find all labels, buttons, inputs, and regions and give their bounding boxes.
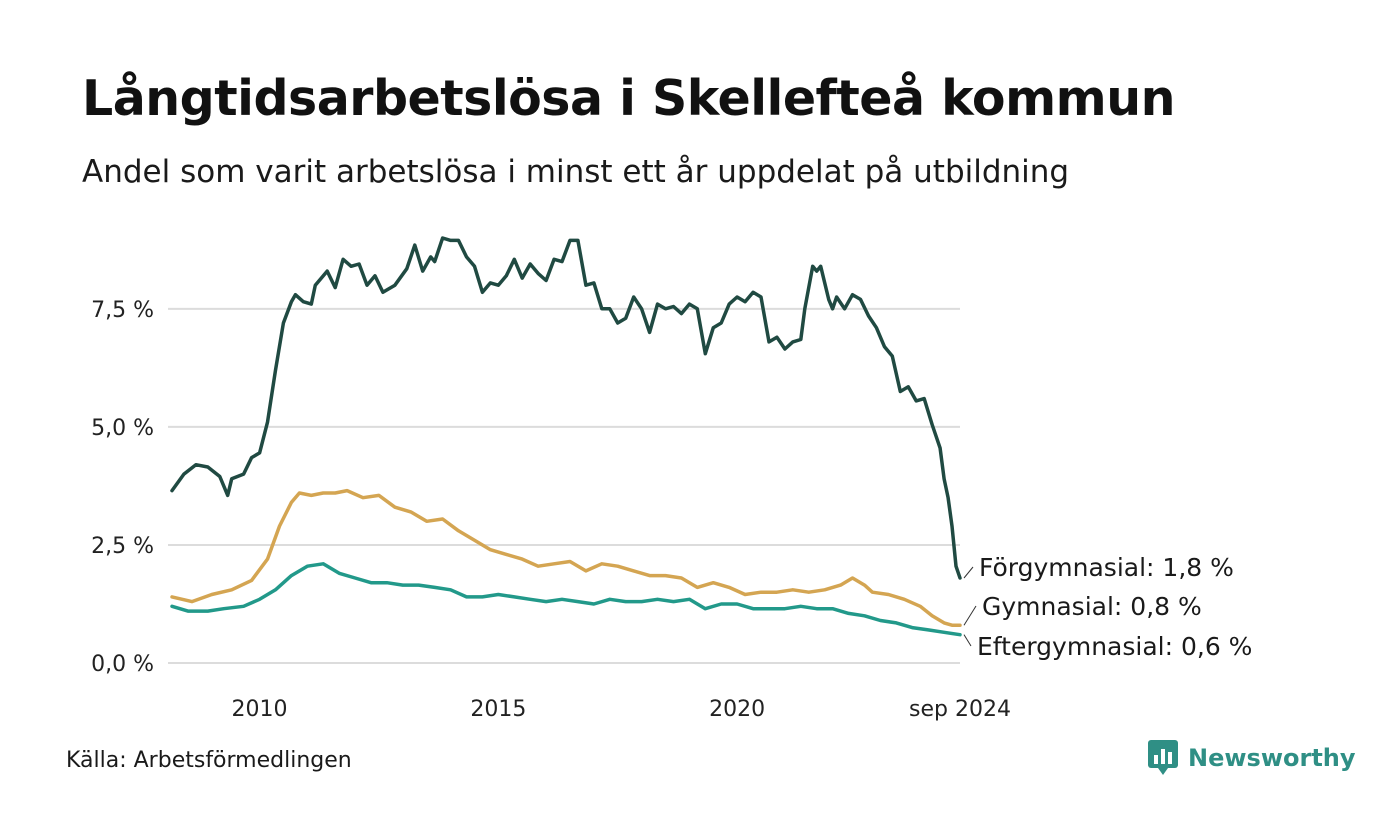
series-line-gymnasial: [170, 488, 962, 627]
end-label-eftergymnasial: Eftergymnasial: 0,6 %: [977, 632, 1252, 661]
y-tick-label: 0,0 %: [91, 652, 154, 677]
brand-name: Newsworthy: [1188, 744, 1356, 772]
y-axis: 0,0 % 2,5 % 5,0 % 7,5 %: [91, 298, 154, 677]
y-tick-label: 7,5 %: [91, 298, 154, 323]
x-tick-label: sep 2024: [909, 697, 1011, 722]
series-line-förgymnasial: [170, 236, 962, 580]
end-label-leader: [963, 605, 977, 626]
series-lines: [170, 236, 962, 637]
newsworthy-logo-icon: [1148, 740, 1178, 775]
end-label-leader: [963, 634, 972, 647]
end-label-gymnasial: Gymnasial: 0,8 %: [982, 592, 1202, 621]
series-line-eftergymnasial: [170, 562, 962, 637]
x-tick-label: 2015: [470, 697, 526, 722]
end-label-förgymnasial: Förgymnasial: 1,8 %: [979, 553, 1234, 582]
gridlines: [168, 307, 960, 664]
chart-title: Långtidsarbetslösa i Skellefteå kommun: [82, 70, 1175, 127]
y-tick-label: 5,0 %: [91, 416, 154, 441]
brand-logo: Newsworthy: [1148, 740, 1356, 776]
x-tick-label: 2010: [232, 697, 288, 722]
chart-subtitle: Andel som varit arbetslösa i minst ett å…: [82, 154, 1070, 190]
y-tick-label: 2,5 %: [91, 534, 154, 559]
x-tick-label: 2020: [709, 697, 765, 722]
end-label-leader: [963, 566, 974, 579]
x-axis: 2010 2015 2020 sep 2024: [232, 697, 1011, 722]
series-end-labels: Förgymnasial: 1,8 % Gymnasial: 0,8 % Efter…: [963, 553, 1252, 661]
source-note: Källa: Arbetsförmedlingen: [66, 748, 352, 773]
